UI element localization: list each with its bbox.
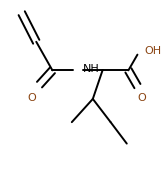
Text: NH: NH (83, 64, 100, 75)
Text: O: O (27, 93, 36, 103)
Text: OH: OH (145, 46, 162, 56)
Text: O: O (137, 93, 146, 103)
